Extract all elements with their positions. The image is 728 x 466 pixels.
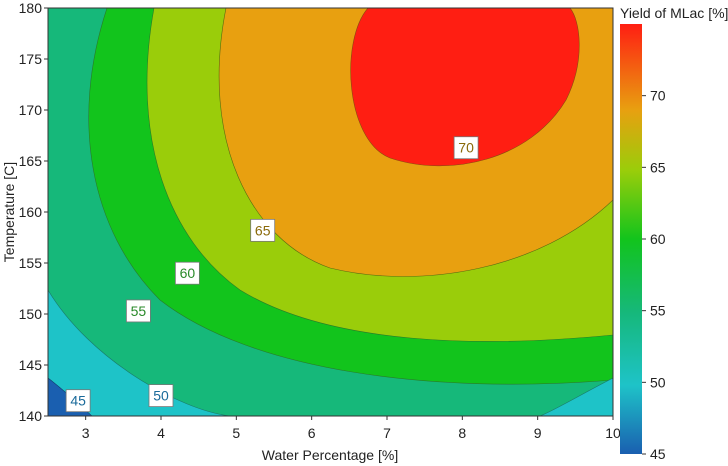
colorbar-tick-label: 70 xyxy=(650,88,666,104)
colorbar-ticks: 45 50 55 60 65 70 xyxy=(642,88,666,462)
y-tick-label: 180 xyxy=(19,0,43,16)
contour-label-box xyxy=(126,299,151,323)
contour-label: 50 xyxy=(148,384,174,408)
contour-label: 65 xyxy=(250,218,276,242)
contour-label: 70 xyxy=(453,136,479,160)
contour-labels: 45 50 55 60 65 70 xyxy=(65,136,479,413)
contour-label-box xyxy=(65,389,91,413)
colorbar-tick-label: 45 xyxy=(650,446,666,462)
band-above-70 xyxy=(350,8,580,167)
y-tick-label: 165 xyxy=(19,153,43,169)
x-tick-label: 9 xyxy=(534,425,542,441)
contour-label-text: 50 xyxy=(153,388,169,404)
y-tick-label: 160 xyxy=(19,204,43,220)
contour-label-box xyxy=(148,384,174,408)
contour-label-text: 60 xyxy=(180,265,196,281)
colorbar-tick-label: 50 xyxy=(650,374,666,390)
contour-label-text: 70 xyxy=(458,140,474,156)
contour-label-box xyxy=(250,218,276,242)
contour-label-text: 55 xyxy=(131,303,147,319)
x-tick-label: 5 xyxy=(232,425,240,441)
contour-label-box xyxy=(453,136,479,160)
y-tick-label: 140 xyxy=(19,408,43,424)
contour-label-text: 65 xyxy=(255,222,271,238)
colorbar-title: Yield of MLac [%] xyxy=(620,5,728,21)
x-tick-label: 10 xyxy=(605,425,621,441)
x-tick-label: 8 xyxy=(458,425,466,441)
colorbar-tick-label: 60 xyxy=(650,231,666,247)
y-tick-label: 170 xyxy=(19,102,43,118)
contour-label: 60 xyxy=(174,261,200,285)
y-tick-label: 175 xyxy=(19,51,43,67)
colorbar: Yield of MLac [%] 45 50 55 60 65 70 xyxy=(620,5,728,462)
y-tick-label: 150 xyxy=(19,306,43,322)
plot-area xyxy=(48,8,613,416)
x-tick-label: 6 xyxy=(308,425,316,441)
colorbar-tick-label: 65 xyxy=(650,159,666,175)
contour-label-text: 45 xyxy=(70,393,86,409)
y-axis: 140 145 150 155 160 165 170 175 180 xyxy=(19,0,48,424)
x-axis-title: Water Percentage [%] xyxy=(262,447,398,463)
x-tick-label: 4 xyxy=(157,425,165,441)
contour-label-box xyxy=(174,261,200,285)
y-tick-label: 145 xyxy=(19,357,43,373)
y-axis-title: Temperature [C] xyxy=(1,162,17,262)
x-tick-label: 7 xyxy=(383,425,391,441)
y-tick-label: 155 xyxy=(19,255,43,271)
contour-label: 55 xyxy=(126,299,151,323)
colorbar-tick-label: 55 xyxy=(650,303,666,319)
x-axis: 3 4 5 6 7 8 9 10 xyxy=(82,416,621,441)
contour-label: 45 xyxy=(65,389,91,413)
x-tick-label: 3 xyxy=(82,425,90,441)
colorbar-bar xyxy=(620,24,642,454)
